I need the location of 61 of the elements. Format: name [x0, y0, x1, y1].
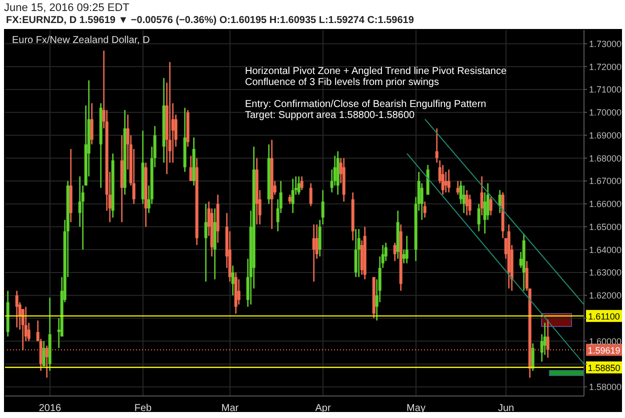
candlestick: [300, 176, 304, 191]
candlestick: [42, 340, 46, 367]
y-tick-label: 1.65000: [589, 222, 622, 232]
x-tick-label: Feb: [134, 403, 152, 414]
candlestick: [309, 182, 312, 207]
y-tick-label: 1.62000: [589, 290, 622, 301]
candlestick: [15, 290, 18, 328]
ref-line-label: 1.59619: [588, 345, 620, 356]
y-tick-label: 1.72000: [589, 62, 622, 72]
candlestick: [441, 164, 444, 196]
y-tick-label: 1.67000: [589, 176, 622, 186]
candlestick: [357, 228, 360, 278]
x-tick-label: May: [406, 403, 426, 414]
y-tick-label: 1.68000: [589, 153, 622, 164]
annotation: Horizontal Pivot Zone + Angled Trend line Pivot Resistance: [245, 66, 507, 77]
candlestick: [456, 180, 460, 196]
y-tick-label: 1.66000: [589, 199, 622, 210]
x-tick-label: Mar: [221, 403, 240, 414]
chart-title: FX:EURNZD, D 1.59619 ▼ −0.00576 (−0.36%) O:1.60195 H:1.60935 L:1.59274 C:1.59619: [6, 15, 414, 26]
candlestick: [354, 228, 358, 278]
text: June 15, 2016 09:25 EDT: [4, 2, 130, 14]
candlestick: [393, 242, 396, 262]
annotation: Confluence of 3 Fib levels from prior swings: [245, 77, 440, 88]
candlestick: [288, 194, 292, 204]
y-tick-label: 1.58000: [589, 382, 622, 392]
x-tick-label: Jun: [498, 403, 514, 414]
candlestick: [189, 155, 192, 182]
ref-line-label: 1.61100: [588, 311, 620, 322]
candlestick: [312, 224, 316, 282]
candlestick: [447, 168, 450, 194]
candlestick: [204, 203, 208, 282]
candlestick: [531, 342, 534, 372]
y-tick-label: 1.71000: [589, 84, 622, 95]
candlestick: [423, 200, 426, 218]
candlestick: [291, 178, 294, 214]
y-tick-label: 1.69000: [589, 130, 622, 140]
candlestick: [477, 203, 480, 232]
ref-line-label: 1.58850: [588, 362, 620, 373]
candlestick: [498, 189, 502, 214]
candlestick: [468, 194, 472, 216]
candlestick: [546, 319, 550, 358]
candlestick: [480, 176, 484, 216]
text: Euro Fx/New Zealand Dollar, D: [12, 35, 150, 46]
candlestick: [237, 278, 240, 306]
y-tick-label: 1.60000: [589, 336, 622, 346]
candlestick: [489, 196, 492, 216]
y-tick-label: 1.70000: [589, 108, 622, 118]
x-tick-label: Apr: [315, 403, 332, 414]
candlestick: [405, 235, 408, 264]
annotation: Entry: Confirmation/Close of Bearish Engulfing Pattern: [245, 99, 488, 110]
y-tick-label: 1.73000: [589, 38, 622, 49]
candlestick: [297, 176, 300, 196]
y-tick-label: 1.64000: [589, 244, 622, 255]
candlestick: [90, 102, 94, 146]
candlestick: [45, 345, 48, 378]
candlestick: [231, 264, 234, 296]
x-tick-label: 2016: [38, 403, 62, 414]
candlestick: [465, 189, 468, 216]
y-tick-label: 1.63000: [589, 268, 622, 278]
annotation: Target: Support area 1.58800-1.58600: [245, 110, 416, 121]
candlestick: [462, 184, 466, 214]
